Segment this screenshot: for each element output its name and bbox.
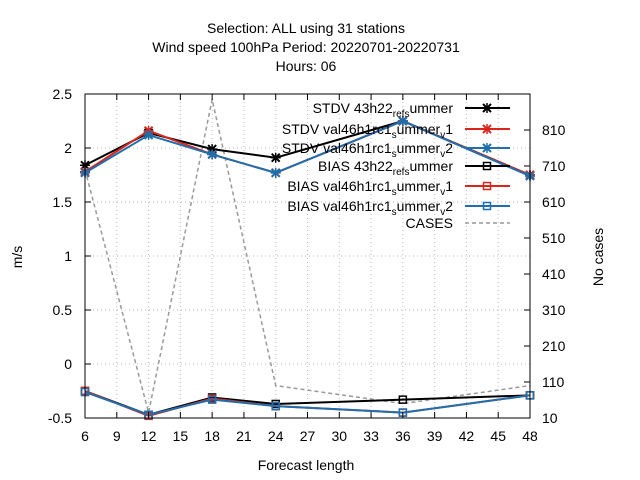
legend-marker bbox=[482, 161, 492, 171]
legend-label-part: s bbox=[404, 167, 409, 178]
y2-tick-label: 110 bbox=[542, 374, 565, 390]
legend-marker bbox=[482, 124, 492, 134]
legend-label: CASES bbox=[406, 215, 453, 231]
legend-marker bbox=[482, 143, 492, 153]
legend-label-part: BIAS val46h1rc1 bbox=[287, 178, 391, 194]
data-point bbox=[270, 152, 281, 163]
x-axis-label: Forecast length bbox=[258, 457, 355, 473]
legend-label-part: ummer bbox=[397, 178, 441, 194]
y-tick-label: -0.5 bbox=[48, 410, 72, 426]
y-tick-label: 1 bbox=[64, 248, 72, 264]
y-tick-label: 2.5 bbox=[53, 86, 73, 102]
legend-label-part: ummer bbox=[409, 100, 453, 116]
legend-label-part: s bbox=[392, 207, 397, 218]
y2-axis-label: No cases bbox=[590, 228, 606, 286]
legend-marker bbox=[482, 181, 492, 191]
legend-label-part: v bbox=[440, 207, 445, 218]
y-tick-label: 2 bbox=[64, 140, 72, 156]
legend-label-part: ummer bbox=[397, 140, 441, 156]
y2-tick-label: 810 bbox=[542, 122, 566, 138]
legend-label-part: 1 bbox=[445, 121, 453, 137]
chart-title: Selection: ALL using 31 stations Wind sp… bbox=[152, 20, 460, 74]
x-tick-label: 36 bbox=[395, 428, 411, 444]
y-tick-label: 0 bbox=[64, 356, 72, 372]
x-tick-label: 15 bbox=[173, 428, 189, 444]
x-tick-label: 9 bbox=[113, 428, 121, 444]
data-point bbox=[207, 149, 218, 160]
y2-tick-label: 210 bbox=[542, 338, 566, 354]
y2-tick-label: 10 bbox=[542, 410, 558, 426]
legend-label-part: CASES bbox=[406, 215, 453, 231]
legend-label-part: v bbox=[440, 149, 445, 160]
legend-label-part: s bbox=[404, 109, 409, 120]
legend-label-part: BIAS 43h22 bbox=[318, 158, 393, 174]
legend-label: STDV val46h1rc1summerv2 bbox=[282, 140, 453, 160]
series-line bbox=[84, 119, 531, 177]
y-axis-label: m/s bbox=[9, 246, 25, 269]
legend-label-part: ummer bbox=[397, 121, 441, 137]
data-point bbox=[271, 401, 280, 411]
legend-label: BIAS 43h22refsummer bbox=[318, 158, 453, 178]
legend-label-part: s bbox=[392, 187, 397, 198]
x-tick-label: 18 bbox=[204, 428, 220, 444]
legend-label: STDV 43h22refsummer bbox=[313, 100, 454, 120]
legend-label-part: STDV val46h1rc1 bbox=[282, 140, 392, 156]
legend-label-part: ummer bbox=[397, 198, 441, 214]
data-point bbox=[397, 116, 408, 126]
x-tick-label: 42 bbox=[459, 428, 475, 444]
legend-marker bbox=[482, 201, 492, 211]
legend-label: BIAS val46h1rc1summerv1 bbox=[287, 178, 453, 198]
series-2 bbox=[80, 116, 535, 182]
x-tick-label: 21 bbox=[236, 428, 252, 444]
series-line bbox=[84, 391, 531, 416]
y2-tick-label: 510 bbox=[542, 230, 566, 246]
legend-label-part: ummer bbox=[409, 158, 453, 174]
legend-label-part: 2 bbox=[445, 198, 453, 214]
y-tick-label: 0.5 bbox=[53, 302, 73, 318]
data-point bbox=[143, 130, 154, 141]
legend-label: STDV val46h1rc1summerv1 bbox=[282, 121, 453, 141]
data-point bbox=[270, 167, 281, 178]
legend-label-part: s bbox=[392, 130, 397, 141]
x-tick-label: 12 bbox=[141, 428, 157, 444]
data-point bbox=[207, 395, 217, 404]
legend-label-part: 2 bbox=[445, 140, 453, 156]
legend-label-part: s bbox=[392, 149, 397, 160]
legend-marker bbox=[482, 103, 492, 113]
y2-tick-label: 410 bbox=[542, 266, 566, 282]
x-tick-label: 39 bbox=[427, 428, 443, 444]
legend-label-part: ref bbox=[393, 109, 405, 120]
x-tick-label: 24 bbox=[268, 428, 284, 444]
series-line bbox=[84, 99, 531, 413]
chart-title-line-2: Wind speed 100hPa Period: 20220701-20220… bbox=[152, 39, 460, 55]
y2-tick-label: 310 bbox=[542, 302, 566, 318]
y-tick-label: 1.5 bbox=[53, 194, 73, 210]
x-tick-label: 48 bbox=[522, 428, 538, 444]
series-6 bbox=[84, 99, 531, 413]
data-point bbox=[398, 395, 408, 404]
x-tick-label: 30 bbox=[331, 428, 347, 444]
chart-title-line-3: Hours: 06 bbox=[276, 58, 337, 74]
x-tick-label: 27 bbox=[300, 428, 316, 444]
axis-ticks: 6 9 12 15 18 21 24 27 30 33 36 39 42 45 482.521.510.50… bbox=[48, 86, 566, 444]
y2-tick-label: 710 bbox=[542, 158, 566, 174]
legend-label-part: ref bbox=[393, 167, 405, 178]
legend-label-part: BIAS val46h1rc1 bbox=[287, 198, 391, 214]
legend-label-part: v bbox=[440, 187, 445, 198]
legend-label-part: v bbox=[440, 130, 445, 141]
x-tick-label: 6 bbox=[81, 428, 89, 444]
x-tick-label: 45 bbox=[490, 428, 506, 444]
x-tick-label: 33 bbox=[363, 428, 379, 444]
legend-label: BIAS val46h1rc1summerv2 bbox=[287, 198, 453, 218]
legend-label-part: STDV 43h22 bbox=[313, 100, 393, 116]
chart-title-line-1: Selection: ALL using 31 stations bbox=[207, 20, 405, 36]
y2-tick-label: 610 bbox=[542, 194, 566, 210]
legend-label-part: STDV val46h1rc1 bbox=[282, 121, 392, 137]
legend-label-part: 1 bbox=[445, 178, 453, 194]
